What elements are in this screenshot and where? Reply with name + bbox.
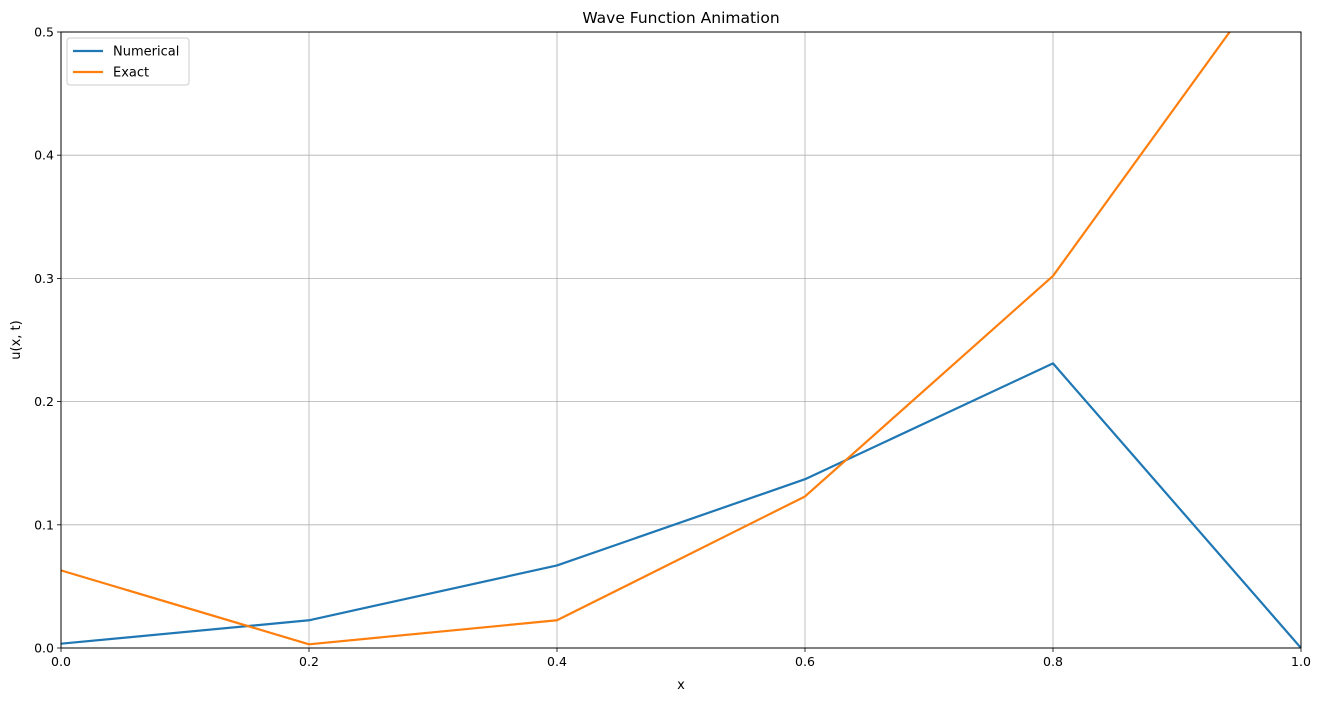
x-tick-label: 0.0 (51, 654, 71, 669)
y-tick-label: 0.2 (34, 394, 54, 409)
x-axis: 0.0 0.2 0.4 0.6 0.8 1.0 (51, 648, 1311, 669)
series-line-exact (61, 32, 1231, 646)
x-tick-label: 0.2 (299, 654, 319, 669)
y-tick-label: 0.0 (34, 641, 54, 656)
plot-area (61, 32, 1301, 648)
y-tick-label: 0.1 (34, 517, 54, 532)
chart-title: Wave Function Animation (582, 9, 779, 27)
y-tick-label: 0.3 (34, 271, 54, 286)
legend-box (66, 37, 190, 86)
legend: Numerical Exact (66, 37, 190, 86)
legend-label-numerical: Numerical (113, 45, 179, 60)
plot-frame (60, 31, 1302, 649)
y-axis-label: u(x, t) (9, 320, 24, 359)
series-layer (61, 32, 1301, 648)
y-tick-label: 0.5 (34, 25, 54, 40)
legend-label-exact: Exact (113, 66, 149, 81)
y-tick-label: 0.4 (34, 148, 54, 163)
x-tick-label: 0.6 (795, 654, 815, 669)
x-tick-label: 1.0 (1291, 654, 1311, 669)
x-axis-label: x (677, 678, 685, 693)
x-tick-label: 0.4 (547, 654, 567, 669)
x-tick-label: 0.8 (1043, 654, 1063, 669)
series-line-numerical (61, 362, 1301, 648)
y-axis: 0.0 0.1 0.2 0.3 0.4 0.5 (34, 25, 61, 656)
